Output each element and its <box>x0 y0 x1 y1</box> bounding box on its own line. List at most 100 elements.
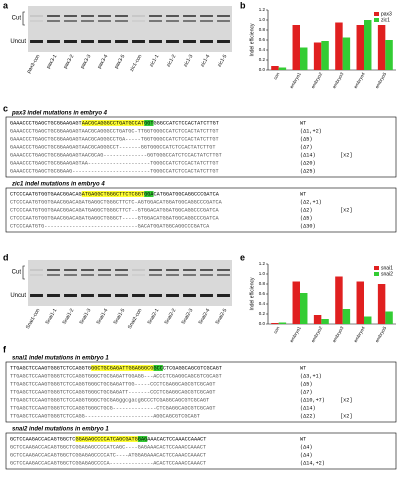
cut-band <box>149 20 162 22</box>
pam-highlight <box>137 436 148 442</box>
row-label: (Δ5) <box>300 136 312 142</box>
cut-band <box>64 274 77 276</box>
band-label: Cut <box>12 270 22 276</box>
cut-band <box>166 269 179 271</box>
gel-image <box>28 260 232 306</box>
bar <box>356 25 364 70</box>
y-axis-label: Indel efficiency <box>249 23 255 56</box>
alignment-box <box>5 187 397 233</box>
mutant-sequence: CTCCCAATGTG-----------------------------… <box>10 223 210 229</box>
alignment-title: zic1 indel mutations in embryo 4 <box>11 182 105 188</box>
target-highlight <box>81 120 145 126</box>
cut-bracket <box>22 11 25 26</box>
alignment-box <box>5 432 397 470</box>
y-tick-label: 1.2 <box>259 7 266 12</box>
row-label: WT <box>300 191 306 197</box>
uncut-band <box>183 40 196 43</box>
bar <box>313 42 322 70</box>
x-tick-label: embryo4 <box>353 325 366 343</box>
bar <box>342 37 351 70</box>
cut-band <box>166 15 179 17</box>
cut-band <box>115 15 128 17</box>
bar <box>364 316 372 324</box>
uncut-band <box>115 294 128 297</box>
uncut-band <box>64 40 77 43</box>
lane-label: pax3-1 <box>46 53 59 69</box>
x-tick-label: con <box>273 325 281 334</box>
bar <box>335 276 343 324</box>
mutant-sequence: GAAACCCTGAGCTGCGGAAGAGTAACGCAGGGCCTGATGC… <box>10 128 219 134</box>
mutant-sequence: GAAACCCTGAGCTGCGGAAGAGTAACGCAGGGCCTGA---… <box>10 136 219 142</box>
panel-letter: d <box>3 252 9 262</box>
cut-band <box>64 15 77 17</box>
x-tick-label: embryo4 <box>353 71 366 89</box>
panel-letter: b <box>240 0 246 10</box>
row-label: (Δ20) <box>300 160 316 166</box>
y-tick-label: 0.0 <box>259 321 266 326</box>
alignment-box <box>5 116 397 178</box>
bar <box>278 67 287 70</box>
bar <box>271 323 279 324</box>
pam-highlight <box>153 365 163 371</box>
cut-band <box>81 15 94 17</box>
mutant-sequence: GAAACCCTGAGCTGCGGAAGAGTAACGCAG----------… <box>10 152 222 158</box>
mutant-sequence: TTGAGCTCCAAGTGGGTCTCCAGGTGGGCTGCGAGATTGG… <box>10 373 222 379</box>
cut-band <box>64 269 77 271</box>
bar <box>300 293 308 324</box>
bar <box>385 40 393 70</box>
uncut-band <box>149 294 162 297</box>
cut-band <box>183 274 196 276</box>
row-label: (Δ5) <box>300 381 312 387</box>
uncut-band <box>200 40 213 43</box>
bar <box>342 309 351 324</box>
wt-sequence: GGGCCATCTCCACTATCTTGT <box>154 120 219 126</box>
legend-label: snai1 <box>381 265 393 271</box>
cut-band <box>200 20 213 22</box>
bar <box>377 25 386 70</box>
target-highlight <box>81 191 145 197</box>
cut-band <box>183 269 196 271</box>
legend-swatch <box>374 18 379 22</box>
uncut-band <box>166 294 179 297</box>
x-tick-label: embryo2 <box>310 71 323 89</box>
row-label: (Δ7) <box>300 389 312 395</box>
row-note: [x2] <box>340 152 352 158</box>
cut-band <box>98 15 111 17</box>
lane-label: pax3-2 <box>63 53 76 69</box>
wt-sequence: GGAGAGCCCCATCAGCGATG <box>76 436 138 442</box>
mutant-sequence: CTCCCAATGTGGTGAACGGACAGATGAGGCTGGGCTTCT-… <box>10 207 219 213</box>
pam-highlight <box>144 120 154 126</box>
row-label: (Δ14) <box>300 405 316 411</box>
band-label: Uncut <box>10 39 26 45</box>
row-note: [x2] <box>340 413 352 419</box>
row-label: (Δ3,+1) <box>300 373 322 379</box>
row-label: WT <box>300 365 306 371</box>
uncut-band <box>132 294 145 297</box>
pam-highlight <box>144 191 154 197</box>
mutant-sequence: TTGAGCTCCAAGTGGGTCTCCAGGTGGGCTGCGAGggcga… <box>10 397 209 403</box>
cut-band <box>47 20 60 22</box>
row-label: (Δ2,+1) <box>300 199 322 205</box>
legend-swatch <box>374 12 379 16</box>
lane-label: Snai1-3 <box>79 307 93 325</box>
panel-letter: a <box>3 0 9 10</box>
cut-band <box>132 269 145 271</box>
cut-band <box>149 274 162 276</box>
wt-sequence: GAAACCCTGAGCTGCGGAAGAGT <box>10 120 82 126</box>
row-label: (Δ2) <box>300 207 312 213</box>
x-tick-label: embryo1 <box>289 325 302 343</box>
x-tick-label: embryo3 <box>331 325 344 343</box>
cut-band <box>183 15 196 17</box>
lane-label: pax3-5 <box>114 53 127 69</box>
lane-label: zic1-2 <box>166 53 178 68</box>
bar <box>385 311 393 324</box>
cut-band <box>98 20 111 22</box>
uncut-band <box>81 294 94 297</box>
mutant-sequence: TTGAGCTCCAAGTGGGTCTCCAGGTGGGCTGCGAGATTGG… <box>10 381 215 387</box>
bar <box>313 315 322 324</box>
lane-label: Snai2-3 <box>181 307 195 325</box>
cut-band <box>217 269 230 271</box>
lane-label: Snai1-4 <box>96 307 110 325</box>
cut-band <box>30 20 43 22</box>
bar <box>300 47 308 70</box>
